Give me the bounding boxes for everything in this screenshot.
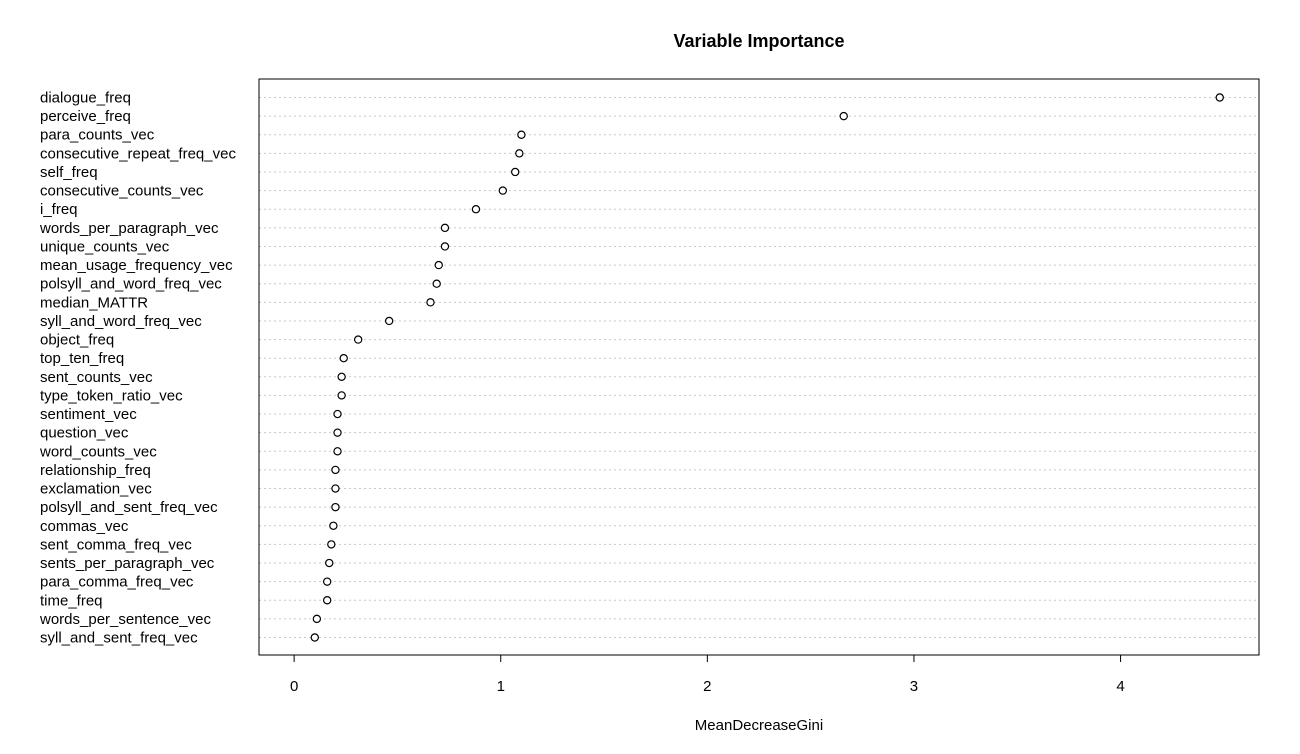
data-point [471, 205, 481, 214]
category-label: sentiment_vec [40, 406, 137, 423]
data-point [325, 558, 334, 568]
data-point [440, 242, 450, 251]
category-label: mean_usage_frequency_vec [40, 257, 233, 274]
data-point [432, 279, 441, 288]
x-tick-label: 3 [910, 678, 918, 695]
category-label: syll_and_sent_freq_vec [40, 630, 198, 647]
data-point [353, 335, 363, 344]
data-point [434, 260, 443, 270]
data-point [310, 633, 319, 642]
category-label: self_freq [40, 164, 98, 181]
x-axis-label: MeanDecreaseGini [695, 717, 823, 734]
data-point [312, 614, 322, 624]
data-point [337, 372, 346, 382]
data-point [333, 428, 342, 437]
category-label: para_comma_freq_vec [40, 574, 194, 591]
data-point [515, 149, 524, 158]
x-tick-label: 4 [1116, 678, 1124, 695]
data-points [310, 93, 1224, 642]
chart-title: Variable Importance [673, 31, 844, 51]
data-point [426, 298, 435, 307]
data-point [333, 409, 342, 419]
data-point [331, 465, 340, 475]
data-point [498, 186, 508, 195]
data-point [440, 223, 450, 233]
data-point [839, 111, 848, 121]
data-point [331, 484, 340, 493]
category-label: sents_per_paragraph_vec [40, 555, 215, 572]
category-label: sent_comma_freq_vec [40, 536, 192, 553]
category-label: top_ten_freq [40, 350, 124, 367]
category-label: relationship_freq [40, 462, 151, 479]
category-label: object_freq [40, 332, 114, 349]
category-label: dialogue_freq [40, 90, 131, 107]
category-label: words_per_paragraph_vec [39, 220, 219, 237]
category-label: unique_counts_vec [40, 238, 170, 255]
category-label: consecutive_counts_vec [40, 183, 204, 200]
data-point [329, 521, 338, 530]
category-label: word_counts_vec [39, 443, 157, 460]
category-label: question_vec [40, 425, 129, 442]
category-label: consecutive_repeat_freq_vec [40, 145, 236, 162]
category-label: words_per_sentence_vec [39, 611, 211, 628]
category-label: type_token_ratio_vec [40, 387, 183, 404]
category-label: time_freq [40, 592, 103, 609]
data-point [384, 316, 394, 326]
category-label: commas_vec [40, 518, 129, 535]
plot-frame [258, 78, 1260, 656]
data-point [510, 167, 520, 177]
category-label: polsyll_and_word_freq_vec [40, 276, 222, 293]
category-label: i_freq [40, 201, 78, 218]
category-label: polsyll_and_sent_freq_vec [40, 499, 218, 516]
category-label: para_counts_vec [40, 127, 155, 144]
grid-lines [259, 97, 1259, 638]
x-tick-label: 1 [497, 678, 505, 695]
data-point [322, 596, 332, 605]
data-point [322, 577, 332, 586]
data-point [1215, 93, 1224, 102]
category-label: median_MATTR [40, 294, 148, 311]
x-tick-label: 2 [703, 678, 711, 695]
data-point [333, 447, 342, 456]
category-label: perceive_freq [40, 108, 131, 125]
category-label: exclamation_vec [40, 481, 152, 498]
x-tick-label: 0 [290, 678, 298, 695]
data-point [337, 391, 346, 400]
data-point [331, 502, 340, 512]
data-point [327, 540, 336, 549]
x-axis: 0 1 2 3 4 [290, 654, 1125, 695]
category-label: sent_counts_vec [40, 369, 153, 386]
data-point [339, 353, 348, 363]
data-point [517, 130, 526, 139]
category-label: syll_and_word_freq_vec [40, 313, 202, 330]
